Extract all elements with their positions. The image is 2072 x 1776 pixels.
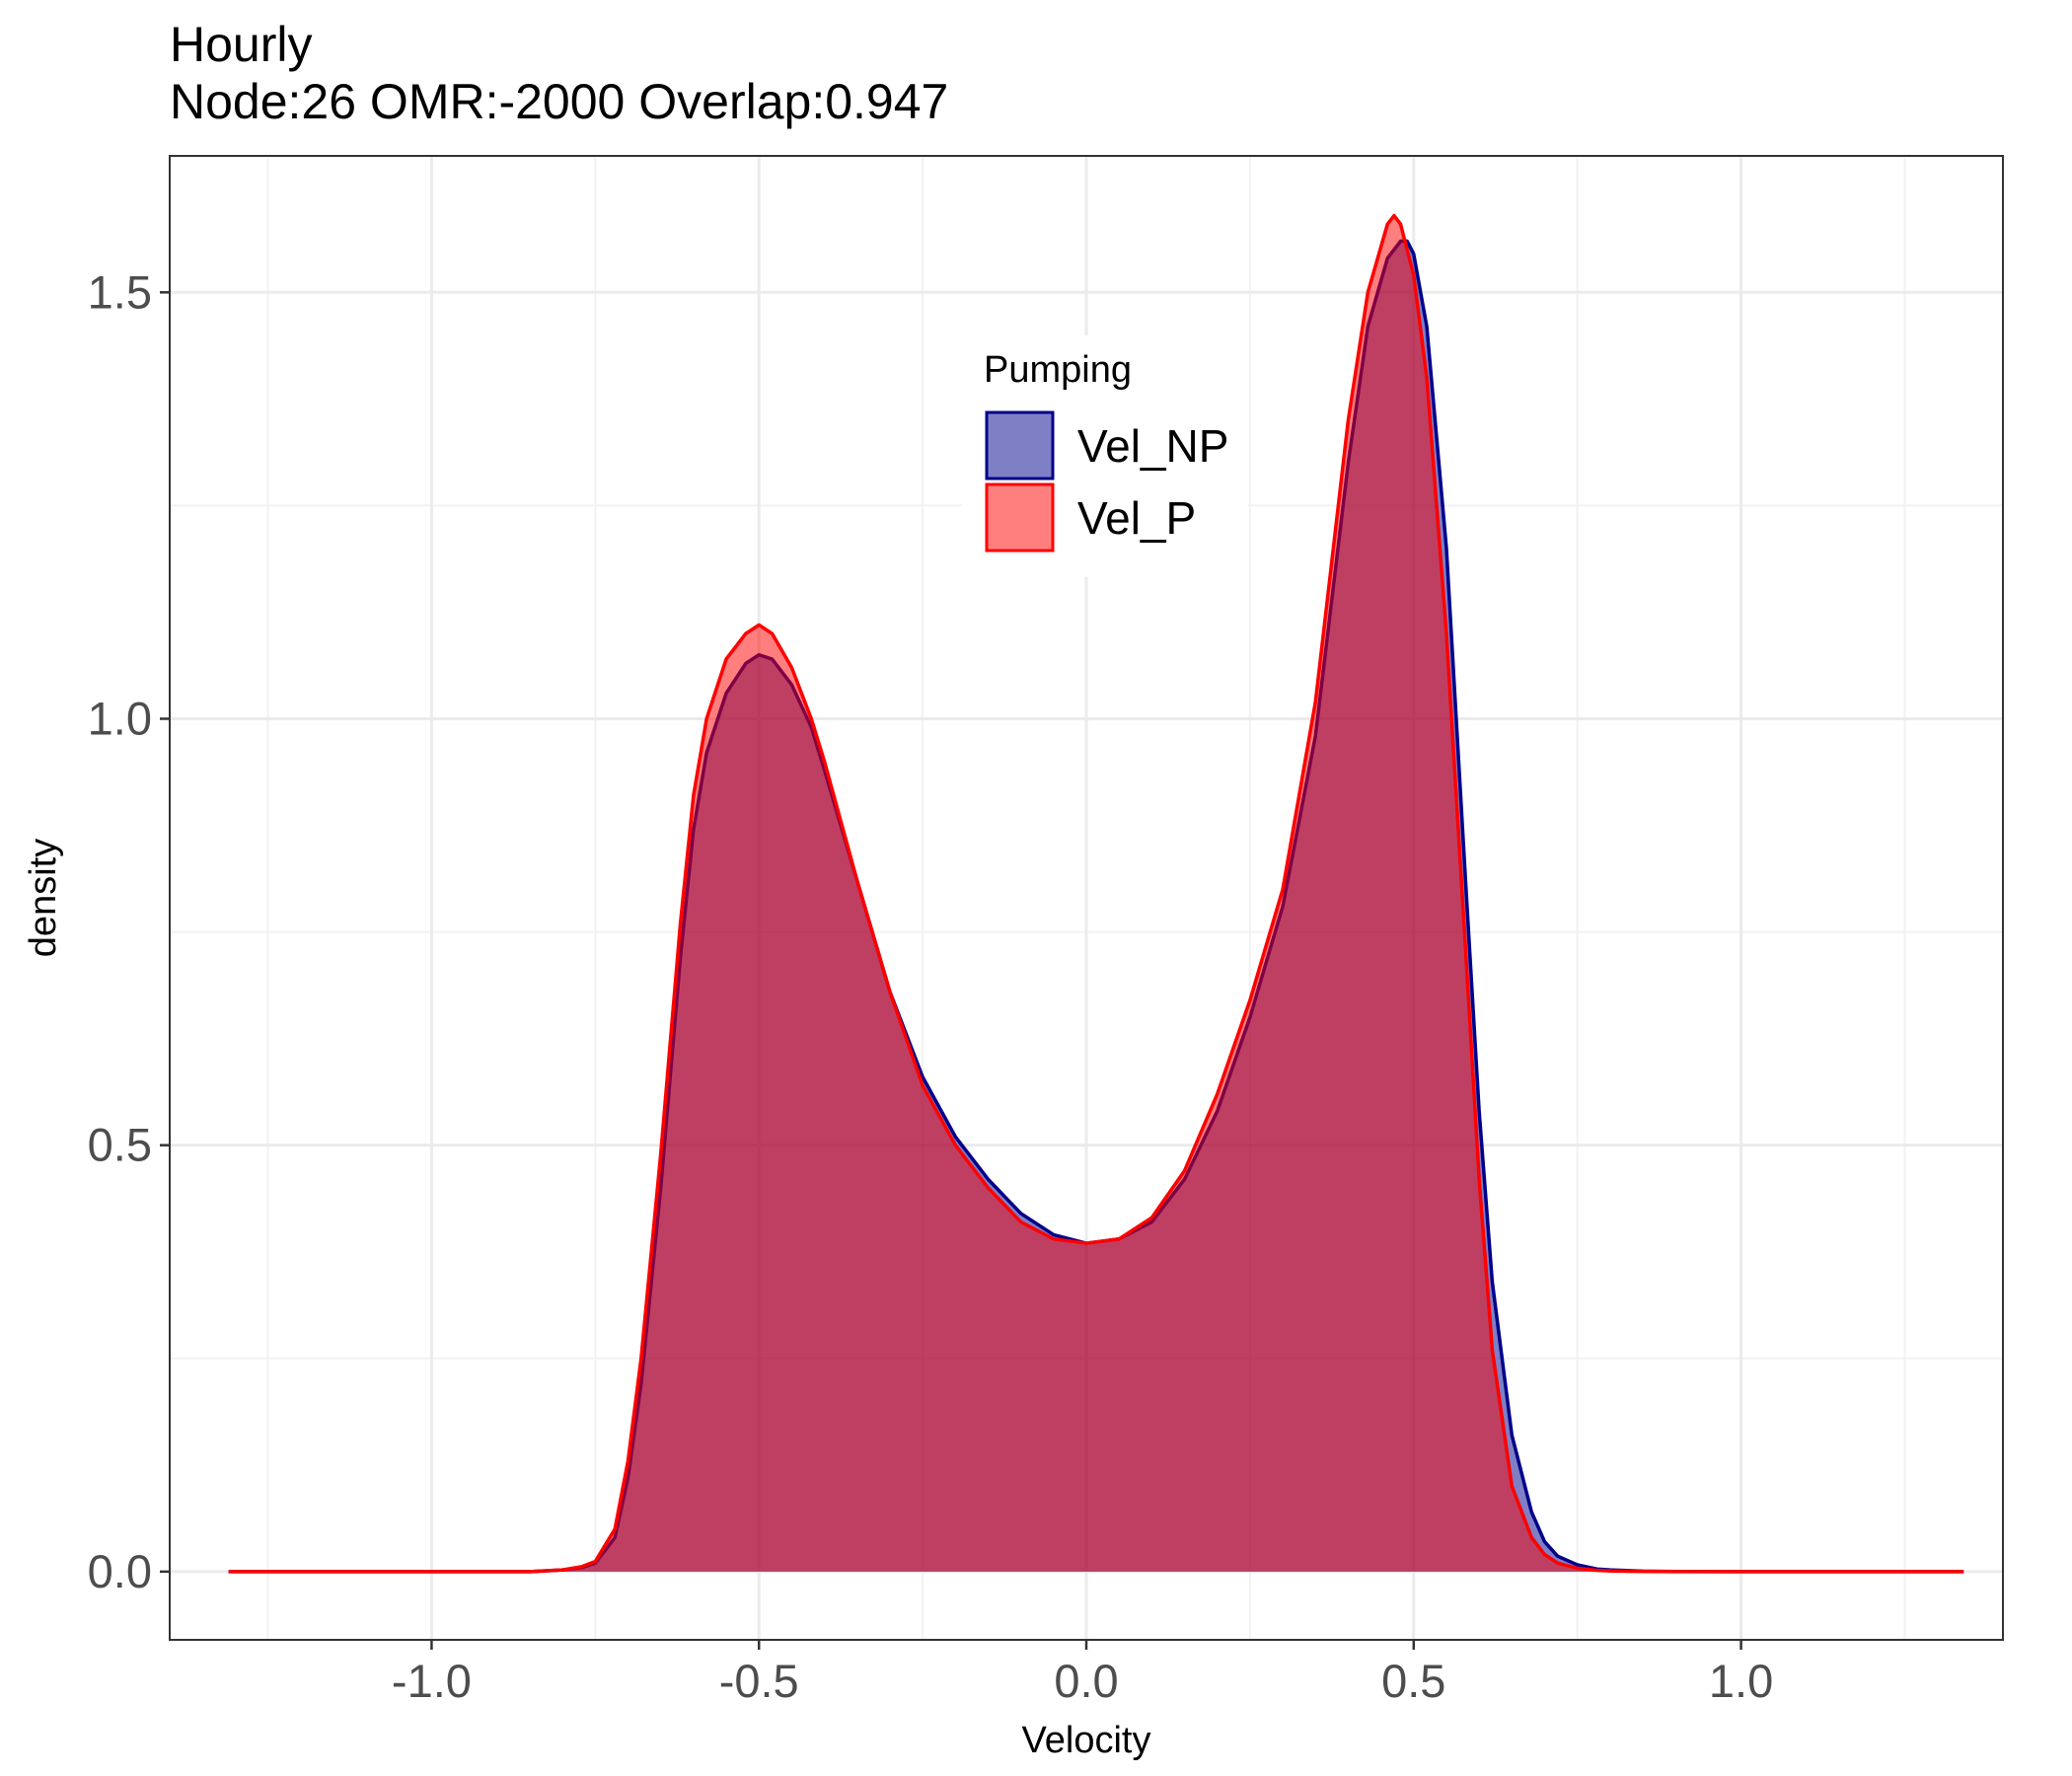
x-axis-title: Velocity [1022,1720,1151,1761]
series-layer [228,213,1964,1574]
x-tick-label: 0.0 [1054,1655,1118,1707]
x-axis: -1.0 -0.5 0.0 0.5 1.0 [392,1640,1773,1707]
x-tick-label: -0.5 [719,1655,799,1707]
x-tick-label: -1.0 [392,1655,472,1707]
legend-label: Vel_NP [1077,420,1228,472]
legend-items: Vel_NP Vel_P [985,410,1228,553]
legend: Pumping Vel_NP Vel_P [962,335,1248,577]
x-tick-label: 1.0 [1709,1655,1773,1707]
y-axis-title: density [23,839,64,957]
legend-key-vel-p [985,482,1055,553]
legend-title: Pumping [984,349,1132,391]
legend-label: Vel_P [1077,492,1196,544]
x-tick-label: 0.5 [1381,1655,1445,1707]
chart-title: Hourly [170,17,312,72]
y-tick-label: 0.5 [88,1119,152,1171]
density-area-vel-p [228,215,1964,1572]
y-tick-label: 1.0 [88,692,152,744]
y-tick-label: 0.0 [88,1545,152,1597]
density-line-vel-p [228,213,1964,1574]
y-axis: 0.0 0.5 1.0 1.5 [88,265,170,1597]
legend-key-vel-np [985,410,1055,481]
chart-subtitle: Node:26 OMR:-2000 Overlap:0.947 [170,74,948,129]
y-tick-label: 1.5 [88,265,152,318]
